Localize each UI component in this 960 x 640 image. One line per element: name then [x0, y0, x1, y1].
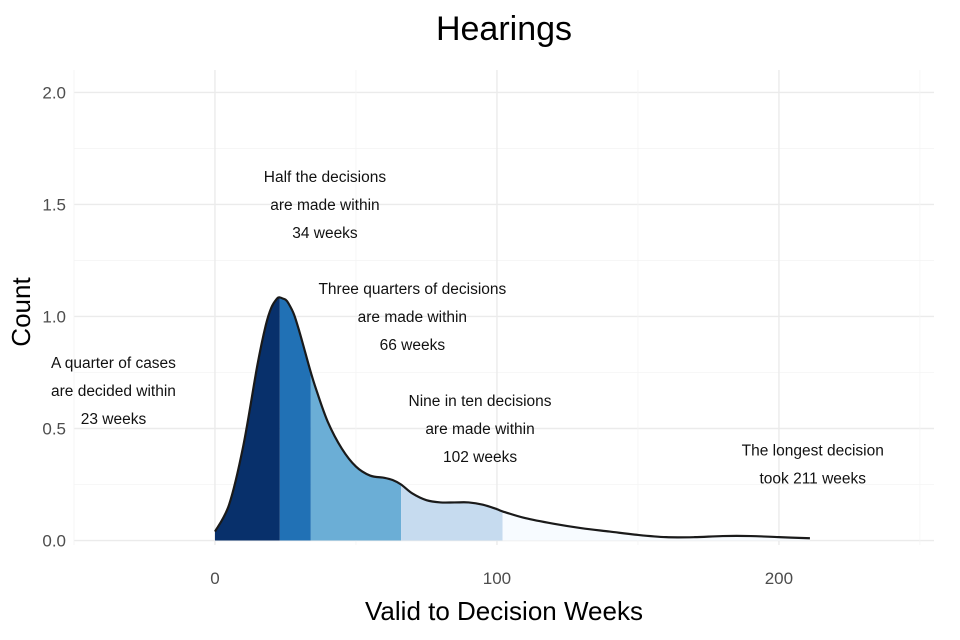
annotations: A quarter of cases are decided within 23 w…: [51, 169, 884, 487]
annotation: A quarter of cases are decided within 23 w…: [51, 355, 176, 428]
annotation-line: Three quarters of decisions: [318, 281, 506, 298]
y-tick-label: 1.0: [42, 307, 66, 326]
y-axis-title: Count: [6, 277, 36, 347]
annotation-line: are made within: [270, 197, 379, 214]
annotation: The longest decision took 211 weeks: [742, 442, 884, 487]
quantile-band-1: [214, 297, 280, 541]
annotation-line: took 211 weeks: [759, 470, 866, 487]
density-curve: [214, 296, 810, 540]
x-axis-title: Valid to Decision Weeks: [365, 596, 643, 626]
annotation-line: are decided within: [51, 383, 176, 400]
quantile-band-3: [310, 372, 402, 541]
x-tick-label: 0: [210, 569, 219, 588]
grid: [73, 70, 934, 545]
y-tick-label: 2.0: [42, 83, 66, 102]
x-tick-label: 200: [765, 569, 793, 588]
quantile-band-2: [279, 297, 311, 541]
annotation-line: are made within: [425, 421, 534, 438]
annotation-line: 102 weeks: [443, 449, 517, 466]
annotation-line: 66 weeks: [380, 337, 446, 354]
annotation-line: are made within: [358, 309, 467, 326]
quantile-bands: [214, 297, 810, 541]
annotation: Nine in ten decisions are made within 102 …: [409, 393, 552, 466]
annotation: Three quarters of decisions are made with…: [318, 281, 506, 354]
quantile-band-4: [401, 484, 503, 541]
chart-title: Hearings: [436, 10, 572, 48]
annotation-line: Half the decisions: [264, 169, 387, 186]
annotation-line: The longest decision: [742, 442, 884, 459]
x-tick-label: 100: [483, 569, 511, 588]
annotation: Half the decisions are made within 34 week…: [264, 169, 387, 242]
annotation-line: Nine in ten decisions: [409, 393, 552, 410]
quantile-band-5: [502, 511, 810, 541]
density-curve-group: [214, 296, 810, 540]
y-tick-label: 1.5: [42, 195, 66, 214]
annotation-line: 23 weeks: [81, 411, 147, 428]
annotation-line: A quarter of cases: [51, 355, 176, 372]
tick-labels: 0.0 0.5 1.0 1.5 2.0 0 100 200: [42, 83, 793, 588]
y-tick-label: 0.0: [42, 532, 66, 551]
y-tick-label: 0.5: [42, 419, 66, 438]
annotation-line: 34 weeks: [292, 225, 358, 242]
